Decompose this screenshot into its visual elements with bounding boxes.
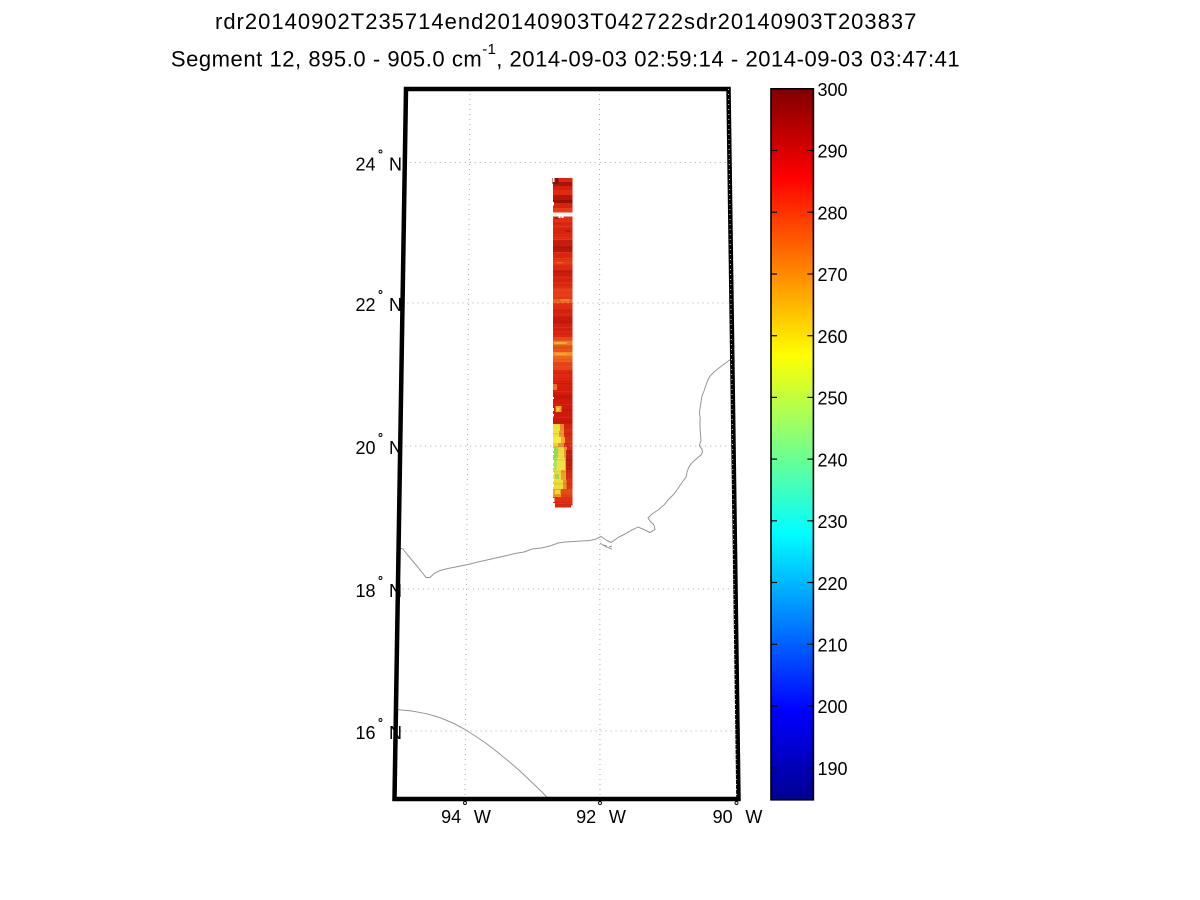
svg-text:240: 240 <box>818 450 848 470</box>
svg-text:18: 18 <box>355 581 375 601</box>
svg-text:260: 260 <box>818 327 848 347</box>
svg-text:92: 92 <box>576 807 596 827</box>
svg-text:N: N <box>389 438 402 458</box>
svg-text:220: 220 <box>818 574 848 594</box>
svg-text:270: 270 <box>818 265 848 285</box>
svg-text:N: N <box>389 581 402 601</box>
svg-text:Segment 12, 895.0 - 905.0 cm-1: Segment 12, 895.0 - 905.0 cm-1, 2014-09-… <box>171 41 960 72</box>
svg-text:20: 20 <box>355 438 375 458</box>
svg-text:90: 90 <box>713 807 733 827</box>
svg-text:W: W <box>474 807 491 827</box>
svg-text:W: W <box>609 807 626 827</box>
svg-text:200: 200 <box>818 697 848 717</box>
svg-text:W: W <box>745 807 762 827</box>
svg-text:190: 190 <box>818 759 848 779</box>
svg-text:230: 230 <box>818 512 848 532</box>
svg-text:rdr20140902T235714end20140903T: rdr20140902T235714end20140903T042722sdr2… <box>215 9 917 34</box>
svg-text:N: N <box>389 155 402 175</box>
svg-text:N: N <box>389 295 402 315</box>
svg-text:300: 300 <box>818 80 848 100</box>
svg-text:250: 250 <box>818 389 848 409</box>
svg-text:280: 280 <box>818 203 848 223</box>
svg-text:94: 94 <box>441 807 461 827</box>
svg-text:24: 24 <box>355 155 375 175</box>
svg-text:N: N <box>389 723 402 743</box>
svg-text:210: 210 <box>818 636 848 656</box>
svg-text:16: 16 <box>355 723 375 743</box>
svg-text:22: 22 <box>355 295 375 315</box>
svg-text:290: 290 <box>818 142 848 162</box>
